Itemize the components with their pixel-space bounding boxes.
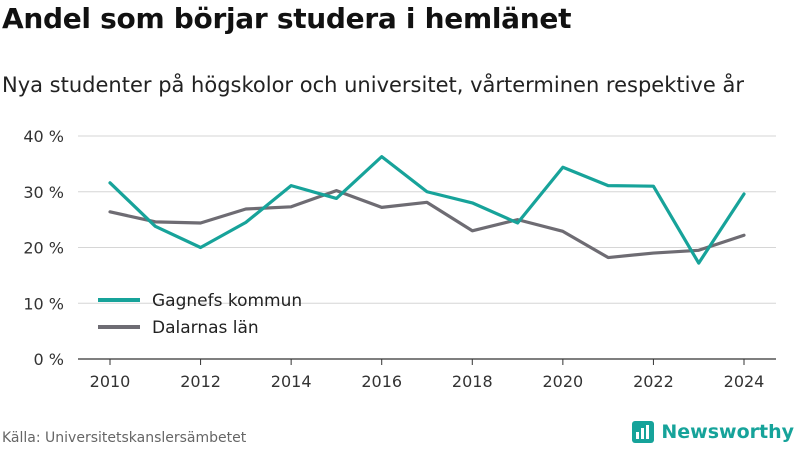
x-tick-label: 2010	[90, 372, 131, 391]
x-tick-label: 2024	[724, 372, 765, 391]
x-tick-label: 2020	[542, 372, 583, 391]
brand[interactable]: Newsworthy	[631, 420, 794, 444]
series-line	[108, 155, 746, 265]
x-tick-label: 2018	[452, 372, 493, 391]
x-tick-label: 2012	[180, 372, 221, 391]
newsworthy-logo-icon	[632, 421, 655, 443]
legend-label: Dalarnas län	[152, 318, 259, 338]
x-tick-label: 2022	[633, 372, 674, 391]
y-tick-label: 0 %	[34, 350, 64, 369]
chart-subtitle: Nya studenter på högskolor och universit…	[2, 73, 744, 97]
series-line	[108, 189, 746, 260]
x-tick-label: 2016	[361, 372, 402, 391]
source-note: Källa: Universitetskanslersämbetet	[2, 430, 247, 446]
y-tick-label: 30 %	[23, 183, 64, 202]
x-tick-label: 2014	[271, 372, 312, 391]
y-tick-label: 10 %	[23, 294, 64, 313]
y-tick-label: 20 %	[23, 239, 64, 258]
brand-name: Newsworthy	[661, 421, 794, 443]
y-tick-label: 40 %	[23, 127, 64, 146]
chart-title: Andel som börjar studera i hemlänet	[2, 2, 572, 35]
legend-label: Gagnefs kommun	[152, 291, 302, 311]
